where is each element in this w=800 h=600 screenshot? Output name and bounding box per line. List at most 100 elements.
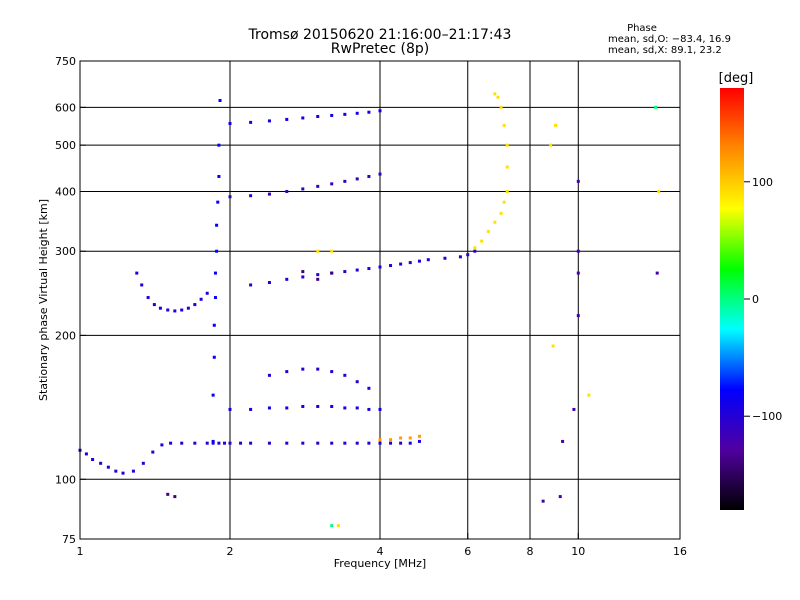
- data-point: [135, 271, 139, 275]
- data-point: [473, 249, 477, 253]
- data-point: [496, 95, 500, 99]
- data-point: [213, 271, 217, 275]
- data-point: [267, 119, 271, 123]
- data-point: [316, 367, 320, 371]
- data-point: [399, 262, 403, 266]
- data-point: [301, 404, 305, 408]
- data-point: [316, 277, 320, 281]
- data-point: [343, 270, 347, 274]
- data-point: [239, 441, 243, 445]
- data-point: [499, 211, 503, 215]
- data-point: [249, 283, 253, 287]
- y-tick-label: 300: [55, 245, 76, 258]
- data-point: [502, 200, 506, 204]
- data-point: [84, 452, 88, 456]
- data-point: [505, 189, 509, 193]
- data-point: [654, 105, 658, 109]
- data-point: [180, 441, 184, 445]
- data-point: [316, 249, 320, 253]
- data-point: [186, 306, 190, 310]
- data-point: [152, 303, 156, 307]
- stats-heading: Phase: [627, 23, 657, 34]
- data-point: [576, 249, 580, 253]
- data-point: [213, 296, 217, 300]
- data-point: [505, 143, 509, 147]
- data-point: [343, 179, 347, 183]
- data-point: [378, 172, 382, 176]
- data-point: [228, 195, 232, 199]
- colorbar-tick-label: 0: [752, 293, 759, 306]
- data-point: [301, 270, 305, 274]
- data-point: [505, 165, 509, 169]
- data-point: [267, 406, 271, 410]
- data-point: [285, 189, 289, 193]
- data-point: [378, 265, 382, 269]
- data-point: [215, 223, 219, 227]
- data-point: [367, 267, 371, 271]
- data-point: [114, 469, 118, 473]
- data-point: [355, 111, 359, 115]
- data-point: [140, 283, 144, 287]
- data-point: [211, 439, 215, 443]
- data-point: [355, 406, 359, 410]
- chart-title: Tromsø 20150620 21:16:00–21:17:43: [248, 27, 512, 43]
- data-point: [180, 308, 184, 312]
- data-point: [217, 441, 221, 445]
- colorbar-gradient: [720, 88, 744, 510]
- data-point: [466, 253, 470, 257]
- data-point: [216, 200, 220, 204]
- y-tick-label: 600: [55, 101, 76, 114]
- data-point: [378, 109, 382, 113]
- data-point: [480, 239, 484, 243]
- stats-line-x: mean, sd,X: 89.1, 23.2: [608, 45, 722, 56]
- data-point: [408, 436, 412, 440]
- data-point: [285, 370, 289, 374]
- grid-lines: [80, 61, 680, 539]
- data-point: [655, 271, 659, 275]
- data-point: [367, 441, 371, 445]
- data-point: [408, 261, 412, 265]
- data-point: [267, 192, 271, 196]
- data-point: [389, 441, 393, 445]
- data-point: [211, 441, 215, 445]
- data-point: [267, 281, 271, 285]
- data-point: [493, 92, 497, 96]
- data-point: [657, 189, 661, 193]
- data-point: [228, 407, 232, 411]
- stats-line-o: mean, sd,O: −83.4, 16.9: [608, 34, 731, 45]
- x-tick-label: 2: [227, 545, 234, 558]
- data-point: [417, 439, 421, 443]
- data-point: [587, 393, 591, 397]
- data-point: [106, 465, 110, 469]
- data-point: [330, 441, 334, 445]
- data-point: [330, 370, 334, 374]
- data-point: [316, 441, 320, 445]
- chart-subtitle: RwPretec (8p): [331, 41, 429, 57]
- data-point: [193, 441, 197, 445]
- y-axis: 75 100 200 300 400 500 600 750: [55, 55, 86, 546]
- data-point: [541, 499, 545, 503]
- data-point: [151, 450, 155, 454]
- y-tick-label: 75: [62, 533, 76, 546]
- data-point: [378, 407, 382, 411]
- data-point: [330, 524, 334, 528]
- data-point: [367, 386, 371, 390]
- data-point: [316, 115, 320, 119]
- colorbar: [deg] 100 0 −100: [719, 71, 782, 510]
- data-point: [486, 229, 490, 233]
- data-point: [355, 268, 359, 272]
- data-point: [561, 439, 565, 443]
- data-point: [502, 123, 506, 127]
- data-point: [249, 407, 253, 411]
- data-point: [205, 291, 209, 295]
- data-point: [316, 404, 320, 408]
- data-point: [166, 492, 170, 496]
- data-point: [223, 441, 227, 445]
- data-point: [336, 524, 340, 528]
- data-point: [212, 323, 216, 327]
- data-point: [576, 179, 580, 183]
- data-point: [399, 441, 403, 445]
- data-point: [301, 116, 305, 120]
- data-points: [78, 92, 661, 528]
